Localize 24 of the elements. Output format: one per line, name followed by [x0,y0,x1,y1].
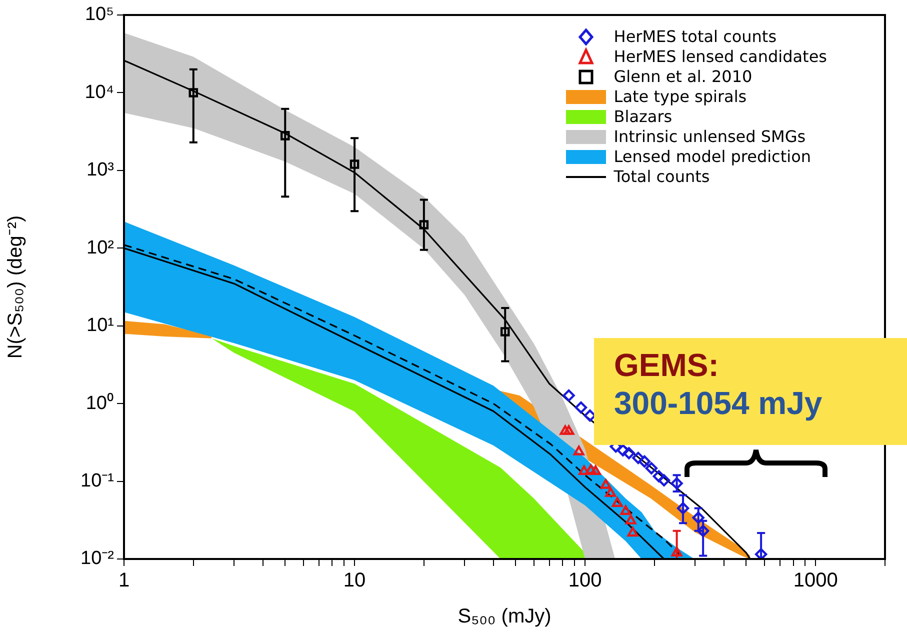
x-tick-label: 100 [568,570,602,592]
legend-label: Total counts [614,167,710,187]
legend-label: HerMES lensed candidates [614,47,827,67]
x-tick-label: 1000 [793,570,838,592]
x-tick-label: 10 [343,570,366,592]
annotation: GEMS: [614,346,720,384]
y-tick-label: 10⁻² [80,548,114,570]
legend-label: Intrinsic unlensed SMGs [614,127,806,147]
x-tick-label: 1 [118,570,130,592]
legend-label: Lensed model prediction [614,147,811,167]
y-axis-title: N(>S₅₀₀) (deg⁻²) [4,215,27,359]
y-tick-label: 10⁻¹ [80,470,114,492]
legend-label: Late type spirals [614,87,747,107]
legend-label: Blazars [614,107,672,127]
legend-label: HerMES total counts [614,27,777,47]
x-axis-title: S₅₀₀ (mJy) [458,606,552,628]
y-tick-label: 10⁴ [84,82,114,103]
annotation: 300-1054 mJy [614,384,824,422]
y-tick-label: 10² [86,237,114,258]
y-tick-label: 10⁵ [84,4,114,26]
y-tick-label: 10¹ [86,315,114,336]
y-tick-label: 10³ [86,160,114,181]
legend-label: Glenn et al. 2010 [614,67,752,87]
y-tick-label: 10⁰ [86,392,114,414]
